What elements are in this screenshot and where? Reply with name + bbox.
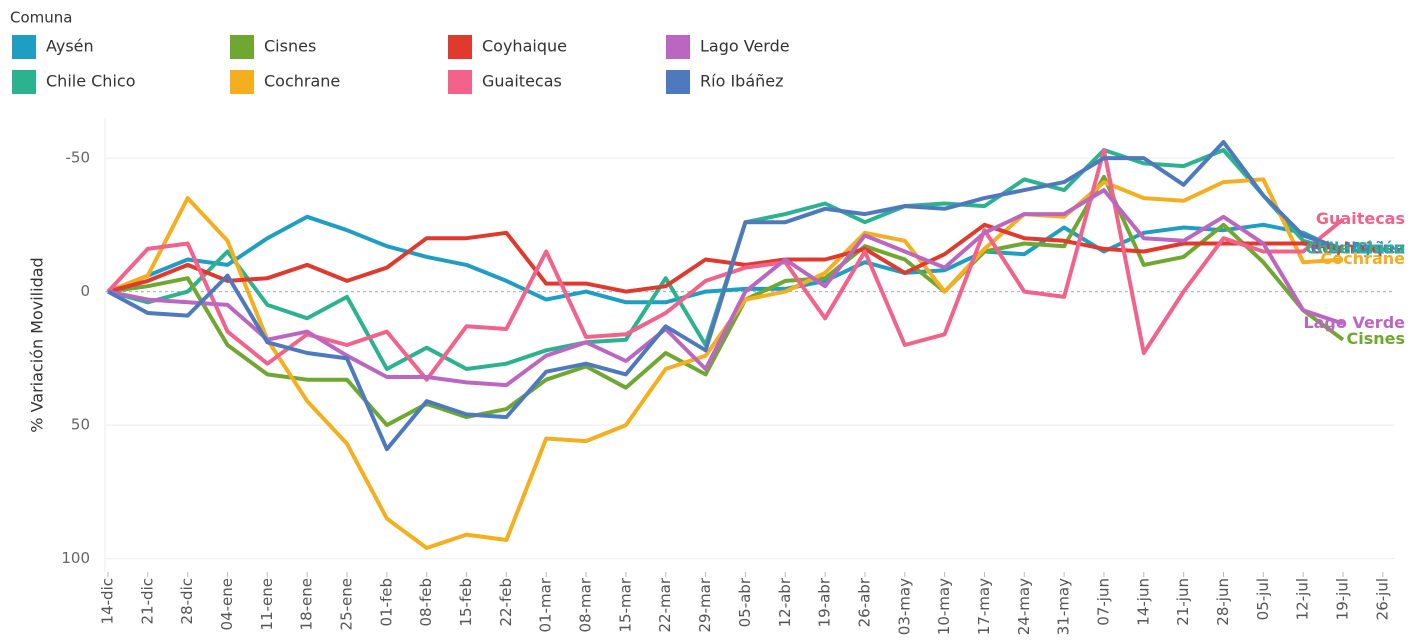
legend-swatch [230, 70, 254, 94]
y-tick-label: 0 [80, 282, 90, 300]
x-tick-label: 22-mar [656, 577, 674, 632]
end-label: Lago Verde [1303, 313, 1405, 332]
series-line [107, 222, 1344, 294]
x-tick-label: 01-mar [537, 577, 555, 632]
legend-label: Cisnes [264, 37, 316, 56]
x-tick-label: 05-jul [1254, 578, 1272, 620]
x-tick-label: 11-ene [258, 578, 276, 630]
x-tick-label: 21-jun [1174, 578, 1192, 626]
legend-swatch [666, 70, 690, 94]
legend-swatch [12, 70, 36, 94]
series-line [107, 174, 1345, 428]
series-line [107, 177, 1344, 550]
x-tick-label: 10-may [935, 578, 953, 635]
legend-title: Comuna [10, 9, 72, 27]
x-tick-label: 08-feb [417, 578, 435, 627]
x-tick-label: 08-mar [577, 577, 595, 632]
end-label: Chile Chico [1305, 238, 1405, 257]
x-tick-label: 12-jul [1294, 578, 1312, 620]
legend-label: Guaitecas [482, 72, 562, 91]
legend-swatch [448, 70, 472, 94]
x-tick-label: 12-abr [776, 577, 794, 627]
y-axis-label: % Variación Movilidad [28, 257, 47, 432]
x-tick-label: 19-jul [1334, 578, 1352, 620]
x-tick-label: 19-abr [816, 577, 834, 627]
x-tick-label: 03-may [895, 578, 913, 635]
end-label: Aysén [1351, 238, 1405, 257]
legend-swatch [666, 35, 690, 59]
x-tick-label: 28-dic [178, 578, 196, 624]
x-tick-label: 15-mar [616, 577, 634, 632]
end-label: Guaitecas [1316, 209, 1405, 228]
legend-label: Río Ibáñez [700, 72, 784, 91]
legend-label: Chile Chico [46, 72, 135, 91]
legend-label: Lago Verde [700, 37, 790, 56]
x-tick-label: 07-jun [1094, 578, 1112, 626]
y-tick-label: 100 [61, 549, 90, 567]
x-tick-label: 18-ene [298, 578, 316, 630]
x-tick-label: 01-feb [377, 578, 395, 627]
x-tick-label: 04-ene [218, 578, 236, 630]
legend-label: Coyhaique [482, 37, 567, 56]
legend-swatch [230, 35, 254, 59]
legend-label: Aysén [46, 37, 94, 56]
x-tick-label: 29-mar [696, 577, 714, 632]
x-tick-label: 05-abr [736, 577, 754, 627]
y-tick-label: -50 [66, 149, 91, 167]
legend-label: Cochrane [264, 72, 340, 91]
series-line [107, 188, 1344, 388]
x-tick-label: 21-dic [138, 578, 156, 624]
y-tick-label: 50 [71, 416, 90, 434]
series-line [107, 140, 1344, 452]
x-tick-label: 14-dic [99, 578, 117, 624]
series-line [106, 148, 1345, 382]
end-label: Coyhaique [1310, 238, 1405, 257]
end-label: Río Ibáñez [1311, 238, 1405, 257]
legend-swatch [12, 35, 36, 59]
x-tick-label: 24-may [1015, 578, 1033, 635]
x-tick-label: 17-may [975, 578, 993, 635]
end-label: Cisnes [1346, 329, 1405, 348]
x-tick-label: 14-jun [1134, 578, 1152, 626]
x-tick-label: 25-ene [338, 578, 356, 630]
x-tick-label: 26-jul [1373, 578, 1391, 620]
end-label: Cochrane [1320, 249, 1405, 268]
legend-swatch [448, 35, 472, 59]
x-tick-label: 28-jun [1214, 578, 1232, 626]
x-tick-label: 22-feb [497, 578, 515, 627]
x-tick-label: 26-abr [855, 577, 873, 627]
x-tick-label: 31-may [1055, 578, 1073, 635]
x-tick-label: 15-feb [457, 578, 475, 627]
